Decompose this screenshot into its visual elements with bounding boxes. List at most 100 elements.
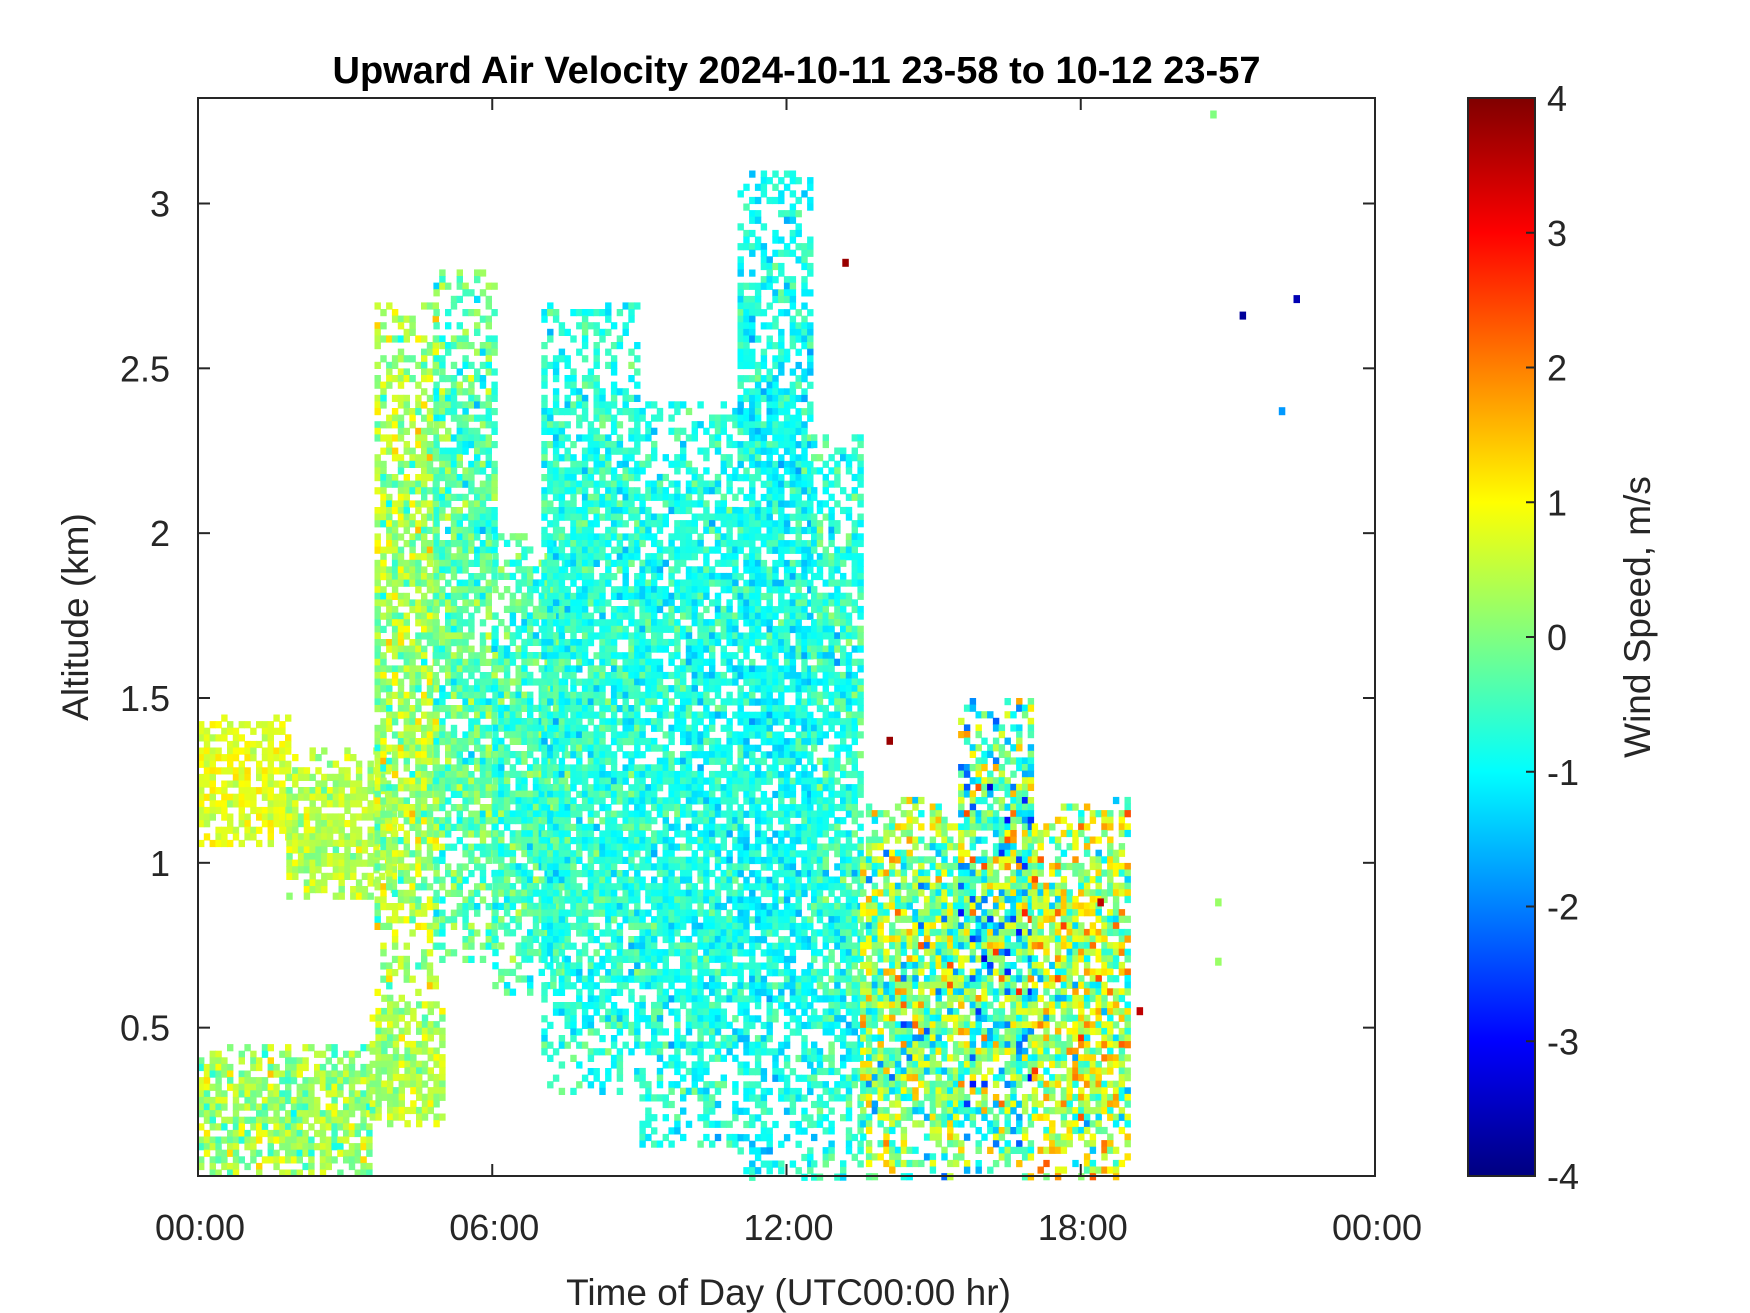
heatmap-cell	[541, 421, 548, 429]
heatmap-cell	[521, 777, 528, 785]
heatmap-cell	[662, 757, 669, 765]
heatmap-cell	[622, 751, 629, 759]
heatmap-cell	[599, 500, 606, 508]
heatmap-cell	[587, 579, 595, 587]
heatmap-cell	[491, 942, 498, 950]
heatmap-cell	[547, 784, 554, 792]
heatmap-cell	[685, 731, 693, 739]
heatmap-cell	[550, 968, 557, 976]
heatmap-cell	[367, 773, 374, 781]
heatmap-cell	[386, 678, 393, 686]
heatmap-cell	[426, 731, 434, 739]
heatmap-cell	[474, 322, 481, 330]
heatmap-cell	[244, 747, 251, 755]
heatmap-cell	[634, 936, 641, 944]
heatmap-cell	[547, 507, 554, 515]
heatmap-cell	[691, 724, 698, 732]
heatmap-cell	[547, 645, 554, 653]
heatmap-cell	[421, 533, 428, 541]
heatmap-cell	[610, 764, 618, 772]
heatmap-cell	[468, 922, 475, 930]
heatmap-cell	[691, 1015, 698, 1023]
heatmap-cell	[468, 467, 475, 475]
heatmap-cell	[426, 394, 434, 402]
heatmap-cell	[697, 1041, 704, 1049]
heatmap-cell	[691, 520, 698, 528]
heatmap-cell	[703, 500, 710, 508]
heatmap-cell	[593, 724, 600, 732]
heatmap-cell	[656, 982, 664, 990]
heatmap-cell	[685, 493, 693, 501]
heatmap-cell	[576, 652, 583, 660]
heatmap-cell	[541, 850, 548, 858]
heatmap-cell	[558, 850, 566, 858]
heatmap-cell	[547, 639, 554, 647]
heatmap-cell	[509, 612, 517, 620]
heatmap-cell	[581, 573, 589, 581]
heatmap-cell	[674, 665, 681, 673]
heatmap-cell	[651, 817, 658, 825]
heatmap-cell	[521, 863, 528, 871]
heatmap-cell	[433, 711, 440, 719]
heatmap-cell	[610, 361, 618, 369]
heatmap-cell	[355, 793, 363, 801]
heatmap-cell	[527, 652, 534, 660]
heatmap-cell	[581, 513, 589, 521]
heatmap-cell	[474, 559, 481, 567]
heatmap-cell	[593, 493, 600, 501]
heatmap-cell	[622, 460, 629, 468]
heatmap-cell	[697, 751, 704, 759]
heatmap-cell	[656, 988, 664, 996]
heatmap-cell	[403, 599, 410, 607]
heatmap-cell	[374, 632, 381, 640]
heatmap-cell	[605, 480, 612, 488]
heatmap-cell	[587, 427, 595, 435]
heatmap-cell	[491, 526, 498, 534]
heatmap-cell	[564, 705, 571, 713]
heatmap-cell	[576, 711, 583, 719]
heatmap-cell	[421, 797, 428, 805]
heatmap-cell	[492, 916, 499, 924]
heatmap-cell	[285, 767, 292, 775]
heatmap-cell	[315, 879, 322, 887]
heatmap-cell	[261, 820, 269, 828]
heatmap-cell	[409, 520, 416, 528]
heatmap-cell	[576, 421, 583, 429]
heatmap-cell	[439, 850, 446, 858]
heatmap-cell	[587, 962, 595, 970]
heatmap-cell	[680, 830, 687, 838]
heatmap-cell	[421, 480, 428, 488]
heatmap-cell	[593, 487, 600, 495]
heatmap-cell	[703, 711, 710, 719]
heatmap-cell	[292, 754, 299, 762]
heatmap-cell	[547, 771, 554, 779]
heatmap-cell	[380, 447, 387, 455]
heatmap-cell	[498, 869, 505, 877]
heatmap-cell	[267, 767, 274, 775]
heatmap-cell	[267, 773, 274, 782]
heatmap-cell	[639, 698, 646, 706]
heatmap-cell	[445, 771, 452, 779]
heatmap-cell	[639, 790, 646, 798]
heatmap-cell	[651, 902, 658, 911]
heatmap-cell	[450, 691, 458, 699]
heatmap-cell	[668, 625, 675, 633]
heatmap-cell	[674, 553, 681, 561]
heatmap-cell	[558, 804, 566, 812]
heatmap-cell	[468, 526, 475, 534]
heatmap-cell	[581, 520, 589, 528]
heatmap-cell	[605, 757, 612, 765]
heatmap-cell	[415, 606, 422, 614]
heatmap-cell	[415, 394, 422, 402]
heatmap-cell	[498, 850, 505, 858]
heatmap-cell	[492, 803, 499, 811]
heatmap-cell	[456, 507, 463, 515]
heatmap-cell	[439, 540, 446, 548]
heatmap-cell	[432, 315, 439, 323]
heatmap-cell	[462, 467, 469, 475]
heatmap-cell	[403, 810, 410, 818]
heatmap-cell	[421, 467, 428, 475]
heatmap-cell	[426, 804, 434, 812]
heatmap-cell	[668, 982, 675, 990]
heatmap-cell	[610, 526, 618, 534]
